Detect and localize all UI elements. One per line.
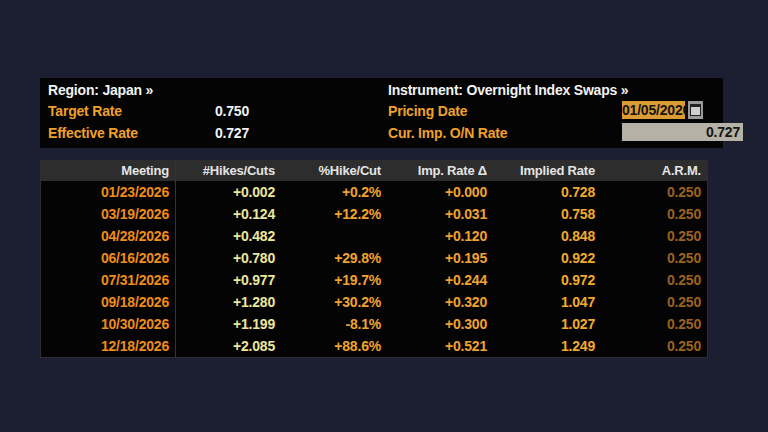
cell-hikes-cuts: +1.280 xyxy=(176,291,281,313)
table-body: 01/23/2026+0.002+0.2%+0.0000.7280.25003/… xyxy=(41,181,707,357)
cell-arm: 0.250 xyxy=(601,291,707,313)
cell-arm: 0.250 xyxy=(601,181,707,203)
table-row[interactable]: 09/18/2026+1.280+30.2%+0.3201.0470.250 xyxy=(41,291,707,313)
cell-implied-rate: 0.758 xyxy=(493,203,601,225)
header-meeting: Meeting xyxy=(41,160,176,181)
cell-implied-rate: 0.728 xyxy=(493,181,601,203)
summary-panel: Region: Japan » Target Rate 0.750 Effect… xyxy=(40,78,723,148)
cell-imp-rate-delta: +0.244 xyxy=(387,269,493,291)
cell-pct-hike-cut: +29.8% xyxy=(281,247,387,269)
cell-arm: 0.250 xyxy=(601,313,707,335)
cell-arm: 0.250 xyxy=(601,225,707,247)
header-pct-hike-cut: %Hike/Cut xyxy=(281,160,387,181)
cell-implied-rate: 1.047 xyxy=(493,291,601,313)
cell-pct-hike-cut: -8.1% xyxy=(281,313,387,335)
meetings-table: Meeting #Hikes/Cuts %Hike/Cut Imp. Rate … xyxy=(40,160,708,358)
cell-hikes-cuts: +0.482 xyxy=(176,225,281,247)
cell-imp-rate-delta: +0.320 xyxy=(387,291,493,313)
target-rate-value: 0.750 xyxy=(215,102,249,120)
cell-meeting: 04/28/2026 xyxy=(41,225,176,247)
cell-meeting: 03/19/2026 xyxy=(41,203,176,225)
cell-arm: 0.250 xyxy=(601,247,707,269)
cell-pct-hike-cut: +0.2% xyxy=(281,181,387,203)
cell-arm: 0.250 xyxy=(601,335,707,357)
table-row[interactable]: 03/19/2026+0.124+12.2%+0.0310.7580.250 xyxy=(41,203,707,225)
effective-rate-label: Effective Rate xyxy=(48,124,138,142)
table-row[interactable]: 01/23/2026+0.002+0.2%+0.0000.7280.250 xyxy=(41,181,707,203)
cell-meeting: 06/16/2026 xyxy=(41,247,176,269)
cell-imp-rate-delta: +0.031 xyxy=(387,203,493,225)
cell-pct-hike-cut: +12.2% xyxy=(281,203,387,225)
cell-hikes-cuts: +0.002 xyxy=(176,181,281,203)
cell-meeting: 09/18/2026 xyxy=(41,291,176,313)
calendar-button[interactable] xyxy=(687,101,703,119)
table-row[interactable]: 06/16/2026+0.780+29.8%+0.1950.9220.250 xyxy=(41,247,707,269)
cell-meeting: 10/30/2026 xyxy=(41,313,176,335)
cell-hikes-cuts: +0.124 xyxy=(176,203,281,225)
cell-pct-hike-cut: +30.2% xyxy=(281,291,387,313)
cell-hikes-cuts: +1.199 xyxy=(176,313,281,335)
cell-pct-hike-cut: +88.6% xyxy=(281,335,387,357)
table-row[interactable]: 12/18/2026+2.085+88.6%+0.5211.2490.250 xyxy=(41,335,707,357)
calendar-icon xyxy=(690,104,701,116)
effective-rate-value: 0.727 xyxy=(215,124,249,142)
table-row[interactable]: 04/28/2026+0.482 +0.1200.8480.250 xyxy=(41,225,707,247)
cell-imp-rate-delta: +0.000 xyxy=(387,181,493,203)
table-row[interactable]: 10/30/2026+1.199-8.1%+0.3001.0270.250 xyxy=(41,313,707,335)
table-row[interactable]: 07/31/2026+0.977+19.7%+0.2440.9720.250 xyxy=(41,269,707,291)
header-imp-rate-delta: Imp. Rate Δ xyxy=(387,160,493,181)
cur-imp-on-rate-label: Cur. Imp. O/N Rate xyxy=(388,124,507,142)
cell-meeting: 01/23/2026 xyxy=(41,181,176,203)
cell-pct-hike-cut: +19.7% xyxy=(281,269,387,291)
pricing-date-label: Pricing Date xyxy=(388,102,467,120)
cell-imp-rate-delta: +0.521 xyxy=(387,335,493,357)
cell-imp-rate-delta: +0.300 xyxy=(387,313,493,335)
cell-implied-rate: 0.972 xyxy=(493,269,601,291)
cell-arm: 0.250 xyxy=(601,203,707,225)
cell-hikes-cuts: +0.977 xyxy=(176,269,281,291)
header-hikes-cuts: #Hikes/Cuts xyxy=(176,160,281,181)
cur-imp-on-rate-value: 0.727 xyxy=(622,123,743,141)
cell-implied-rate: 1.249 xyxy=(493,335,601,357)
header-implied-rate: Implied Rate xyxy=(493,160,601,181)
cell-imp-rate-delta: +0.195 xyxy=(387,247,493,269)
cell-implied-rate: 0.848 xyxy=(493,225,601,247)
table-header-row: Meeting #Hikes/Cuts %Hike/Cut Imp. Rate … xyxy=(41,160,707,181)
target-rate-label: Target Rate xyxy=(48,102,122,120)
cell-meeting: 07/31/2026 xyxy=(41,269,176,291)
cell-meeting: 12/18/2026 xyxy=(41,335,176,357)
cell-hikes-cuts: +2.085 xyxy=(176,335,281,357)
cell-pct-hike-cut xyxy=(281,225,387,247)
cell-implied-rate: 1.027 xyxy=(493,313,601,335)
header-arm: A.R.M. xyxy=(601,160,707,181)
pricing-date-input[interactable]: 01/05/2026 xyxy=(622,101,685,119)
cell-hikes-cuts: +0.780 xyxy=(176,247,281,269)
cell-arm: 0.250 xyxy=(601,269,707,291)
instrument-link[interactable]: Instrument: Overnight Index Swaps » xyxy=(388,81,628,99)
cell-imp-rate-delta: +0.120 xyxy=(387,225,493,247)
cell-implied-rate: 0.922 xyxy=(493,247,601,269)
region-link[interactable]: Region: Japan » xyxy=(48,81,153,99)
